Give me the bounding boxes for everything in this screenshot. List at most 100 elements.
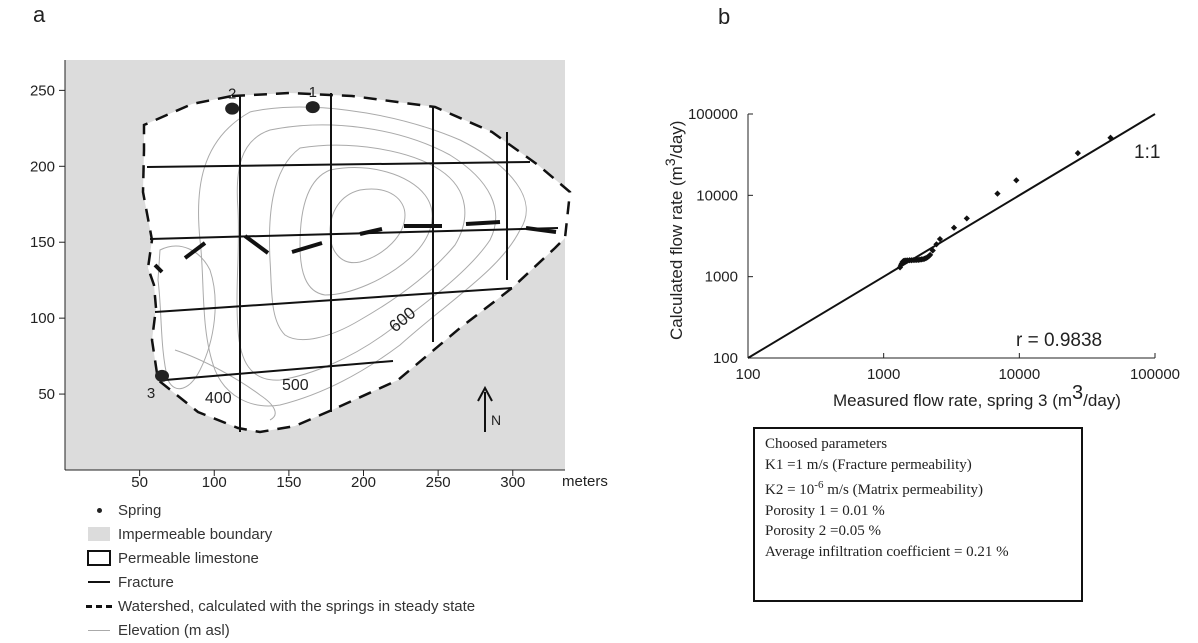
scatter-x-tick-label: 10000 <box>998 366 1040 383</box>
contour-label-400: 400 <box>205 390 232 407</box>
fracture-line <box>164 360 394 381</box>
scatter-y-tick-label: 100000 <box>688 106 738 123</box>
panel-a-letter: a <box>33 2 46 27</box>
one-to-one-line-segment <box>747 113 1156 359</box>
panel-b-letter: b <box>718 4 731 29</box>
divide-segment <box>465 220 501 226</box>
north-label: N <box>491 412 501 428</box>
k2-suffix: m/s (Matrix permeability) <box>827 482 984 498</box>
watershed-boundary <box>141 91 572 434</box>
scatter-y-tick-label: 1000 <box>705 269 738 286</box>
map-legend: Spring Impermeable boundary Permeable li… <box>80 498 700 642</box>
divide-segment <box>525 226 557 234</box>
scatter-points <box>896 134 1114 271</box>
scatter-point <box>950 224 958 231</box>
fracture-line <box>154 287 513 313</box>
legend-item-fracture: Fracture <box>80 570 700 594</box>
parameters-box: Choosed parameters K1 =1 m/s (Fracture p… <box>753 427 1083 602</box>
watershed-divide <box>153 220 557 274</box>
map-x-tick-label: 150 <box>276 474 301 491</box>
contour-line <box>198 106 527 407</box>
legend-label: Spring <box>118 501 162 519</box>
springs: 2 1 3 <box>147 84 320 402</box>
legend-label: Watershed, calculated with the springs i… <box>118 597 476 615</box>
spring-label: 1 <box>309 84 317 101</box>
scatter-axes <box>747 114 1155 359</box>
correlation-label: r = 0.9838 <box>1016 330 1102 351</box>
y-label-tail: /day) <box>667 121 686 159</box>
legend-item-elevation: Elevation (m asl) <box>80 618 700 642</box>
map-x-ticks: 50 100 150 200 250 300 <box>131 470 525 491</box>
parameter-porosity-1: Porosity 1 = 0.01 % <box>765 502 885 519</box>
solid-line-symbol-icon <box>80 572 118 592</box>
divide-segment <box>359 227 383 236</box>
legend-label: Fracture <box>118 573 174 591</box>
scatter-y-tick-label: 100 <box>713 350 738 367</box>
thin-line-symbol-icon <box>80 620 118 640</box>
gray-fill-symbol-icon <box>80 524 118 544</box>
fracture-line <box>149 227 559 240</box>
map-y-tick-label: 200 <box>30 158 55 175</box>
spring-symbol-icon <box>80 500 118 520</box>
scatter-ticks: 100 1000 10000 100000 100 1000 10000 100000 <box>688 106 1180 383</box>
scatter-x-tick-label: 1000 <box>867 366 900 383</box>
scatter-x-label: Measured flow rate, spring 3 (m3/day) <box>833 382 1121 410</box>
parameter-porosity-2: Porosity 2 =0.05 % <box>765 523 881 539</box>
legend-label: Permeable limestone <box>118 549 259 567</box>
spring-marker <box>305 101 320 114</box>
scatter-y-label: Calculated flow rate (m3/day) <box>662 121 686 340</box>
divide-segment <box>291 241 323 254</box>
contour-line <box>174 349 276 421</box>
contour-label-500: 500 <box>282 377 309 394</box>
scatter-point <box>963 215 970 222</box>
map-y-tick-label: 100 <box>30 310 55 327</box>
k2-exponent: -6 <box>814 479 824 491</box>
map-y-tick-label: 250 <box>30 82 55 99</box>
parameters-title: Choosed parameters <box>765 436 888 452</box>
legend-label: Elevation (m asl) <box>118 621 230 639</box>
map-x-unit: meters <box>562 473 608 490</box>
x-label-sup: 3 <box>1072 382 1083 404</box>
fractures <box>146 93 559 432</box>
one-to-one-label: 1:1 <box>1134 142 1160 163</box>
scatter-point <box>994 190 1001 197</box>
contour-line <box>236 124 497 381</box>
map-x-tick-label: 200 <box>351 474 376 491</box>
north-arrow-icon: N <box>477 385 501 432</box>
scatter-y-tick-label: 10000 <box>696 187 738 204</box>
spring-label: 3 <box>147 385 155 402</box>
spring-marker <box>155 369 170 382</box>
outlined-box-symbol-icon <box>80 548 118 568</box>
parameter-k2: K2 = 10-6 m/s (Matrix permeability) <box>765 475 1071 501</box>
legend-item-impermeable: Impermeable boundary <box>80 522 700 546</box>
legend-item-watershed: Watershed, calculated with the springs i… <box>80 594 700 618</box>
scatter-x-tick-label: 100 <box>735 366 760 383</box>
parameter-infiltration: Average infiltration coefficient = 0.21 … <box>765 543 1009 560</box>
divide-segment <box>153 263 164 274</box>
divide-segment <box>243 234 270 255</box>
dashed-line-symbol-icon <box>80 596 118 616</box>
map-x-tick-label: 250 <box>426 474 451 491</box>
map-axes <box>64 60 565 471</box>
scatter-point <box>1074 150 1081 157</box>
contour-line <box>157 245 216 390</box>
divide-segment <box>183 241 207 260</box>
y-label-sup: 3 <box>662 158 678 166</box>
map-x-tick-label: 50 <box>131 474 148 491</box>
parameter-k1: K1 =1 m/s (Fracture permeability) <box>765 456 972 473</box>
scatter-x-tick-label: 100000 <box>1130 366 1180 383</box>
x-label-main: Measured flow rate, spring 3 (m <box>833 391 1072 410</box>
map-x-tick-label: 100 <box>202 474 227 491</box>
legend-label: Impermeable boundary <box>118 525 273 543</box>
map-x-tick-label: 300 <box>500 474 525 491</box>
map-y-tick-label: 150 <box>30 234 55 251</box>
spring-label: 2 <box>228 86 236 103</box>
legend-item-spring: Spring <box>80 498 700 522</box>
flow-rate-chart: 100 1000 10000 100000 100 1000 10000 100000 1:1… <box>662 106 1180 410</box>
one-to-one-line <box>747 113 1156 359</box>
scatter-point <box>1013 177 1020 184</box>
scatter-point <box>1107 134 1114 141</box>
north-arrow-head <box>477 385 493 402</box>
